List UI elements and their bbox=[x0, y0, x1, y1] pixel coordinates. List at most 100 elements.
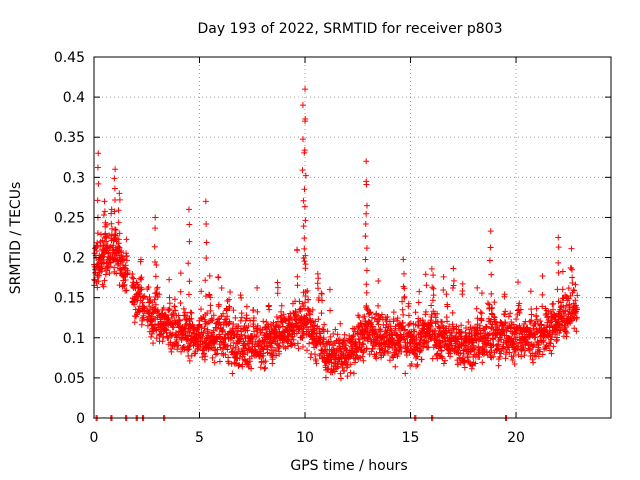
data-point bbox=[237, 292, 244, 299]
data-point bbox=[205, 330, 212, 337]
data-point bbox=[458, 328, 465, 335]
data-point bbox=[416, 347, 423, 354]
data-point bbox=[428, 265, 435, 272]
chart-title: Day 193 of 2022, SRMTID for receiver p80… bbox=[197, 21, 502, 37]
data-point bbox=[140, 312, 147, 319]
data-point bbox=[94, 284, 101, 291]
data-point bbox=[302, 299, 309, 306]
data-point bbox=[211, 359, 218, 366]
data-point bbox=[398, 348, 405, 355]
data-point bbox=[153, 335, 160, 342]
data-point bbox=[153, 262, 160, 269]
data-point bbox=[216, 358, 223, 365]
data-point bbox=[419, 317, 426, 324]
data-point bbox=[248, 365, 255, 372]
data-point bbox=[224, 346, 231, 353]
data-point bbox=[332, 326, 339, 333]
data-point bbox=[130, 275, 137, 282]
data-point bbox=[399, 298, 406, 305]
data-point bbox=[244, 327, 251, 334]
data-point bbox=[461, 364, 468, 371]
data-point bbox=[392, 363, 399, 370]
data-point bbox=[229, 370, 236, 377]
data-point bbox=[461, 359, 468, 366]
data-point bbox=[342, 358, 349, 365]
data-point bbox=[422, 311, 429, 318]
data-point bbox=[363, 345, 370, 352]
data-point bbox=[350, 370, 357, 377]
data-point bbox=[438, 347, 445, 354]
data-point bbox=[226, 304, 233, 311]
data-point bbox=[315, 285, 322, 292]
data-point bbox=[294, 340, 301, 347]
data-point bbox=[186, 329, 193, 336]
data-point bbox=[209, 354, 216, 361]
data-point bbox=[367, 309, 374, 316]
data-point bbox=[119, 256, 126, 263]
data-point bbox=[309, 306, 316, 313]
data-point bbox=[295, 345, 302, 352]
data-point bbox=[339, 361, 346, 368]
data-point bbox=[388, 327, 395, 334]
data-point bbox=[368, 319, 375, 326]
data-point bbox=[215, 316, 222, 323]
data-point bbox=[344, 373, 351, 380]
data-point bbox=[414, 353, 421, 360]
data-point bbox=[430, 292, 437, 299]
data-point bbox=[315, 275, 322, 282]
data-point bbox=[222, 351, 229, 358]
data-point bbox=[219, 326, 226, 333]
data-point bbox=[298, 334, 305, 341]
data-point bbox=[429, 319, 436, 326]
data-point bbox=[171, 296, 178, 303]
data-point bbox=[440, 287, 447, 294]
data-point bbox=[141, 293, 148, 300]
data-point bbox=[322, 374, 329, 381]
data-point bbox=[108, 210, 115, 217]
data-point bbox=[390, 309, 397, 316]
data-point bbox=[368, 314, 375, 321]
data-point bbox=[221, 334, 228, 341]
data-point bbox=[361, 313, 368, 320]
data-point bbox=[418, 356, 425, 363]
data-point bbox=[254, 308, 261, 315]
data-point bbox=[260, 318, 267, 325]
data-point bbox=[449, 309, 456, 316]
data-point bbox=[392, 325, 399, 332]
data-point bbox=[159, 338, 166, 345]
data-point bbox=[409, 332, 416, 339]
data-point bbox=[341, 331, 348, 338]
data-point bbox=[208, 315, 215, 322]
data-point bbox=[150, 340, 157, 347]
data-point bbox=[438, 353, 445, 360]
data-point bbox=[371, 330, 378, 337]
data-point bbox=[436, 352, 443, 359]
data-point bbox=[326, 286, 333, 293]
data-point bbox=[185, 332, 192, 339]
data-point bbox=[199, 333, 206, 340]
data-point bbox=[397, 345, 404, 352]
data-point bbox=[440, 360, 447, 367]
data-point bbox=[444, 318, 451, 325]
data-point bbox=[172, 307, 179, 314]
data-point bbox=[430, 272, 437, 279]
data-point bbox=[244, 349, 251, 356]
data-point bbox=[303, 347, 310, 354]
data-point bbox=[177, 270, 184, 277]
data-point bbox=[303, 312, 310, 319]
data-point bbox=[100, 253, 107, 260]
data-point bbox=[401, 336, 408, 343]
data-point bbox=[337, 320, 344, 327]
data-point bbox=[446, 323, 453, 330]
data-point bbox=[198, 288, 205, 295]
data-point bbox=[121, 281, 128, 288]
data-point bbox=[145, 284, 152, 291]
data-point bbox=[259, 326, 266, 333]
data-point bbox=[450, 277, 457, 284]
y-tick-label: 0 bbox=[76, 411, 85, 427]
data-point bbox=[356, 336, 363, 343]
data-point bbox=[170, 324, 177, 331]
data-point bbox=[315, 316, 322, 323]
data-point bbox=[458, 322, 465, 329]
